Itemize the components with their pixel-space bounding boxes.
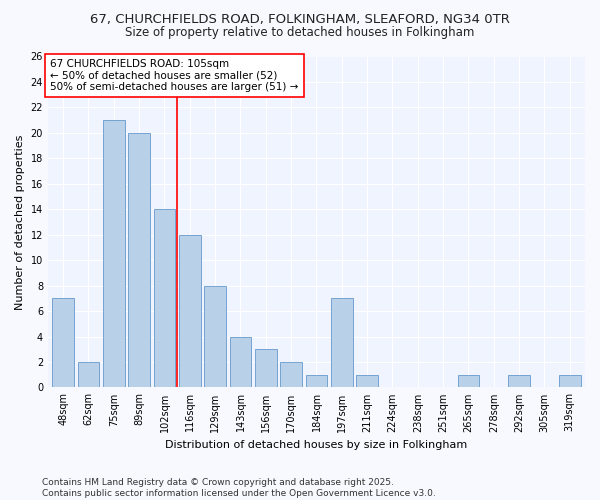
- Bar: [230, 336, 251, 388]
- Bar: [77, 362, 99, 388]
- Bar: [103, 120, 125, 388]
- Bar: [508, 374, 530, 388]
- Bar: [559, 374, 581, 388]
- Bar: [154, 209, 175, 388]
- Bar: [305, 374, 327, 388]
- Bar: [52, 298, 74, 388]
- Bar: [179, 234, 200, 388]
- Bar: [128, 133, 150, 388]
- Text: 67 CHURCHFIELDS ROAD: 105sqm
← 50% of detached houses are smaller (52)
50% of se: 67 CHURCHFIELDS ROAD: 105sqm ← 50% of de…: [50, 59, 299, 92]
- Bar: [331, 298, 353, 388]
- Text: Contains HM Land Registry data © Crown copyright and database right 2025.
Contai: Contains HM Land Registry data © Crown c…: [42, 478, 436, 498]
- Text: Size of property relative to detached houses in Folkingham: Size of property relative to detached ho…: [125, 26, 475, 39]
- X-axis label: Distribution of detached houses by size in Folkingham: Distribution of detached houses by size …: [166, 440, 467, 450]
- Bar: [205, 286, 226, 388]
- Bar: [255, 349, 277, 388]
- Bar: [280, 362, 302, 388]
- Text: 67, CHURCHFIELDS ROAD, FOLKINGHAM, SLEAFORD, NG34 0TR: 67, CHURCHFIELDS ROAD, FOLKINGHAM, SLEAF…: [90, 12, 510, 26]
- Bar: [458, 374, 479, 388]
- Bar: [356, 374, 378, 388]
- Y-axis label: Number of detached properties: Number of detached properties: [15, 134, 25, 310]
